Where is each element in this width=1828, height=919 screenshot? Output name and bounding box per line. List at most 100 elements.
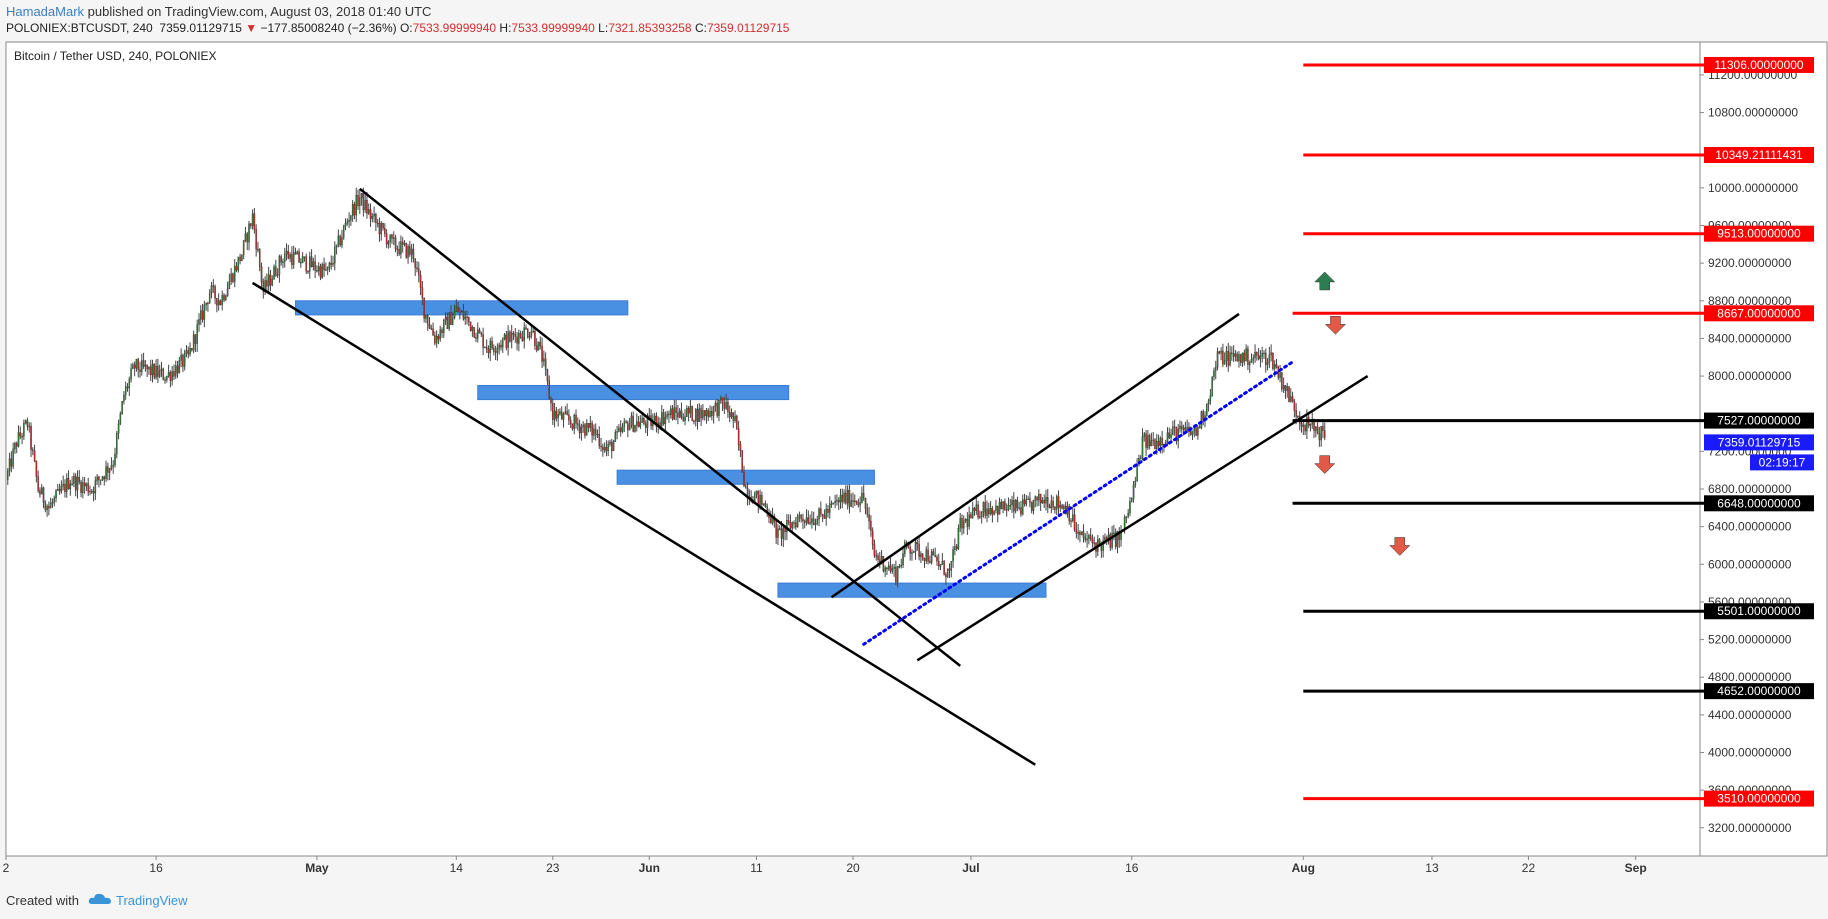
candle-body [219,300,222,305]
chart-header: HamadaMark published on TradingView.com,… [0,0,1828,40]
candle-body [839,495,842,503]
candle-body [669,408,672,415]
candle-body [541,345,543,362]
candle-body [941,560,944,565]
candle-body [1198,426,1201,429]
candle-body [891,568,894,572]
candle-body [991,507,994,515]
x-tick-label: 16 [1125,861,1139,875]
level-label-box [1704,412,1814,429]
candle-body [1193,427,1196,432]
candle-body [158,370,161,377]
candle-body [914,542,917,552]
candle-body [560,411,563,420]
candle-body [1257,355,1260,360]
candle-body [857,502,860,506]
candle-body [89,491,91,493]
candle-body [309,256,311,272]
candle-body [1041,500,1044,504]
candle-body [805,517,808,523]
y-tick-label: 4400.00000000 [1708,708,1792,722]
candle-body [212,285,215,287]
candle-body [460,310,463,313]
candle-body [625,421,627,423]
candle-body [1073,514,1076,531]
candle-body [250,223,252,226]
candle-body [1114,532,1117,547]
candle-body [677,412,679,418]
candle-body [795,522,797,528]
candle-body [723,403,726,409]
candle-body [1222,350,1224,365]
open-value: 7533.99999940 [412,21,497,35]
candle-body [144,364,147,367]
candle-body [191,348,193,351]
candle-body [416,267,418,270]
publish-info: published on TradingView.com, August 03,… [84,4,432,19]
level-label: 11306.00000000 [1714,58,1804,72]
candle-body [244,233,247,241]
candle-body [668,413,670,416]
candle-body [1239,354,1242,363]
candle-body [116,433,118,455]
candle-body [896,566,899,583]
candle-body [637,421,640,427]
candle-body [1079,532,1081,535]
candle-body [103,476,106,480]
candle-body [123,394,125,402]
arrow-down-icon [1314,455,1336,474]
level-label-box [1704,225,1814,242]
candle-body [1082,531,1085,538]
candle-body [828,503,831,513]
candle-body [734,415,736,421]
candle-body [141,360,143,372]
candle-body [401,241,404,245]
tradingview-link[interactable]: TradingView [116,893,188,908]
author-link[interactable]: HamadaMark [6,4,85,19]
candle-body [968,514,970,527]
candle-body [557,413,559,419]
candle-body [85,483,88,487]
candle-body [469,321,472,331]
candle-body [282,261,284,263]
candle-body [1104,537,1106,541]
candle-body [1166,432,1169,443]
candle-body [714,402,717,407]
candle-body [655,415,658,427]
level-label-box [1704,305,1814,322]
candle-body [852,500,854,503]
plot-area[interactable] [5,41,1701,857]
candle-body [419,274,422,288]
candle-body [1129,501,1131,514]
candle-body [516,336,518,344]
candle-body [848,489,851,507]
candle-body [189,348,191,355]
candle-body [732,412,735,421]
candle-body [357,195,359,207]
candle-body [675,407,677,413]
candle-body [149,366,152,376]
low-label: L: [598,21,609,35]
candle-body [1145,433,1147,448]
candle-body [501,338,504,348]
candle-body [110,465,113,469]
symbol-name: POLONIEX:BTCUSDT, 240 [6,21,153,35]
candle-body [371,216,374,219]
candle-body [519,333,522,338]
candle-body [648,415,651,417]
candle-body [686,408,688,417]
candle-body [745,485,747,489]
candle-body [1147,435,1149,448]
chart-canvas[interactable]: Bitcoin / Tether USD, 240, POLONIEX 1120… [0,40,1828,885]
candle-body [1315,426,1317,431]
candle-body [437,335,440,340]
candle-body [1293,400,1296,411]
candle-body [1302,425,1305,427]
candle-body [961,518,963,529]
x-tick-label: Jun [639,861,660,875]
candle-body [1136,464,1138,482]
candle-body [435,335,438,344]
candle-body [721,397,724,404]
candle-body [384,228,386,234]
candle-body [1270,352,1272,356]
